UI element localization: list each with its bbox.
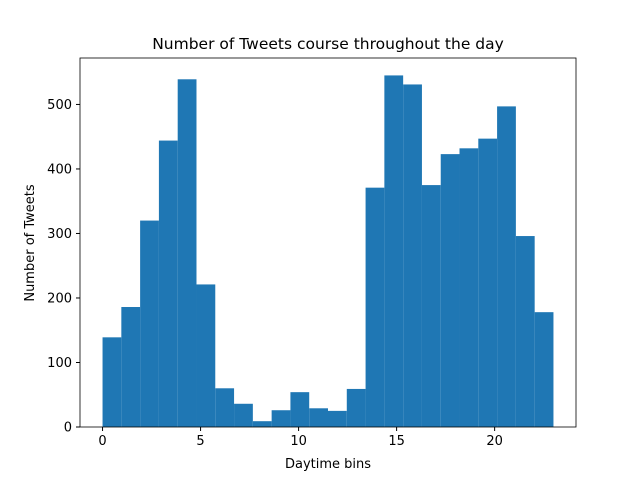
bar xyxy=(234,403,253,427)
bar xyxy=(440,154,460,427)
bar xyxy=(140,220,159,427)
bar xyxy=(309,408,328,427)
bar xyxy=(346,388,366,427)
x-tick-label: 0 xyxy=(98,434,106,449)
y-tick-label: 300 xyxy=(47,227,72,242)
bar xyxy=(271,410,291,427)
bar xyxy=(459,148,479,427)
bar xyxy=(365,187,385,427)
x-tick-label: 5 xyxy=(196,434,204,449)
bar xyxy=(252,421,272,427)
bar xyxy=(158,140,178,427)
y-tick-label: 0 xyxy=(64,421,72,436)
bar xyxy=(290,392,310,427)
bar xyxy=(384,75,404,427)
bar xyxy=(102,337,122,427)
x-tick-label: 20 xyxy=(486,434,503,449)
bar xyxy=(328,410,347,427)
y-axis-label: Number of Tweets xyxy=(23,184,38,302)
y-tick-label: 100 xyxy=(47,356,72,371)
bar xyxy=(515,236,535,427)
bar xyxy=(421,185,441,427)
y-tick-label: 500 xyxy=(47,98,72,113)
y-tick-label: 200 xyxy=(47,291,72,306)
bar xyxy=(403,84,422,427)
bar xyxy=(196,284,216,427)
axes-frame xyxy=(79,57,577,428)
bar xyxy=(534,312,554,427)
bar xyxy=(121,307,141,427)
bar xyxy=(177,79,197,428)
bar xyxy=(478,138,498,427)
bar xyxy=(497,106,516,427)
y-tick-label: 400 xyxy=(47,162,72,177)
x-axis-label: Daytime bins xyxy=(285,457,371,472)
bar xyxy=(215,388,235,427)
x-tick-label: 15 xyxy=(388,434,405,449)
chart-title: Number of Tweets course throughout the d… xyxy=(152,35,504,53)
x-tick-label: 10 xyxy=(290,434,307,449)
